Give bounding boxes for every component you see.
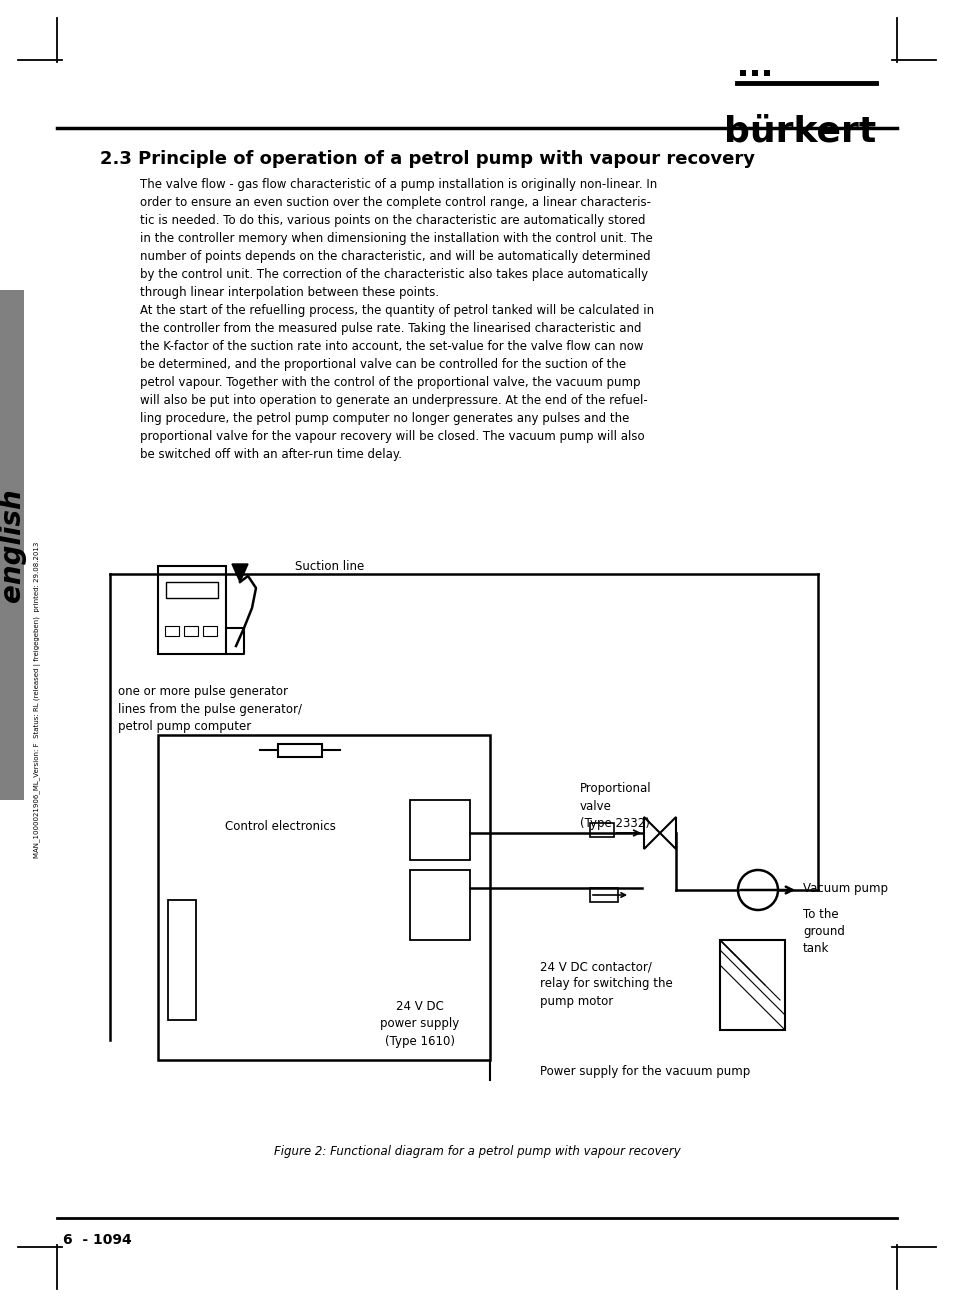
Text: At the start of the refuelling process, the quantity of petrol tanked will be ca: At the start of the refuelling process, … [140,305,654,461]
Text: one or more pulse generator
lines from the pulse generator/
petrol pump computer: one or more pulse generator lines from t… [118,685,302,733]
Text: Control electronics: Control electronics [224,819,335,833]
Text: 24 V DC contactor/
relay for switching the
pump motor: 24 V DC contactor/ relay for switching t… [539,961,672,1008]
Bar [166,582,218,599]
Bar [720,940,784,1030]
Bar [751,71,758,76]
Text: Proportional
valve
(Type 2332): Proportional valve (Type 2332) [579,782,651,830]
Bar [0,290,24,800]
Bar [165,626,179,637]
Bar [763,71,769,76]
Bar [277,744,322,757]
Bar [410,800,470,860]
Text: Figure 2: Functional diagram for a petrol pump with vapour recovery: Figure 2: Functional diagram for a petro… [274,1145,679,1158]
Polygon shape [643,817,659,850]
Polygon shape [232,565,248,582]
Bar [740,71,745,76]
Bar [158,735,490,1060]
Polygon shape [659,817,676,850]
Text: bürkert: bürkert [723,115,875,149]
Text: The valve flow - gas flow characteristic of a pump installation is originally no: The valve flow - gas flow characteristic… [140,178,657,299]
Text: 6  - 1094: 6 - 1094 [63,1233,132,1247]
Text: To the
ground
tank: To the ground tank [802,908,844,955]
Text: Suction line: Suction line [294,559,364,572]
Bar [168,901,195,1019]
Bar [203,626,216,637]
Text: 24 V DC
power supply
(Type 1610): 24 V DC power supply (Type 1610) [380,1000,459,1048]
Circle shape [738,870,778,910]
Bar [589,887,618,902]
Bar [410,870,470,940]
Text: english: english [0,488,26,603]
Bar [158,566,226,654]
Text: 2.3 Principle of operation of a petrol pump with vapour recovery: 2.3 Principle of operation of a petrol p… [100,150,754,169]
Text: MAN_1000021906_ML_Version: F  Status: RL (released | freigegeben)  printed: 29.0: MAN_1000021906_ML_Version: F Status: RL … [34,542,42,859]
Text: Vacuum pump: Vacuum pump [802,882,887,895]
Text: Power supply for the vacuum pump: Power supply for the vacuum pump [539,1065,749,1078]
Bar [589,823,614,836]
Bar [184,626,198,637]
